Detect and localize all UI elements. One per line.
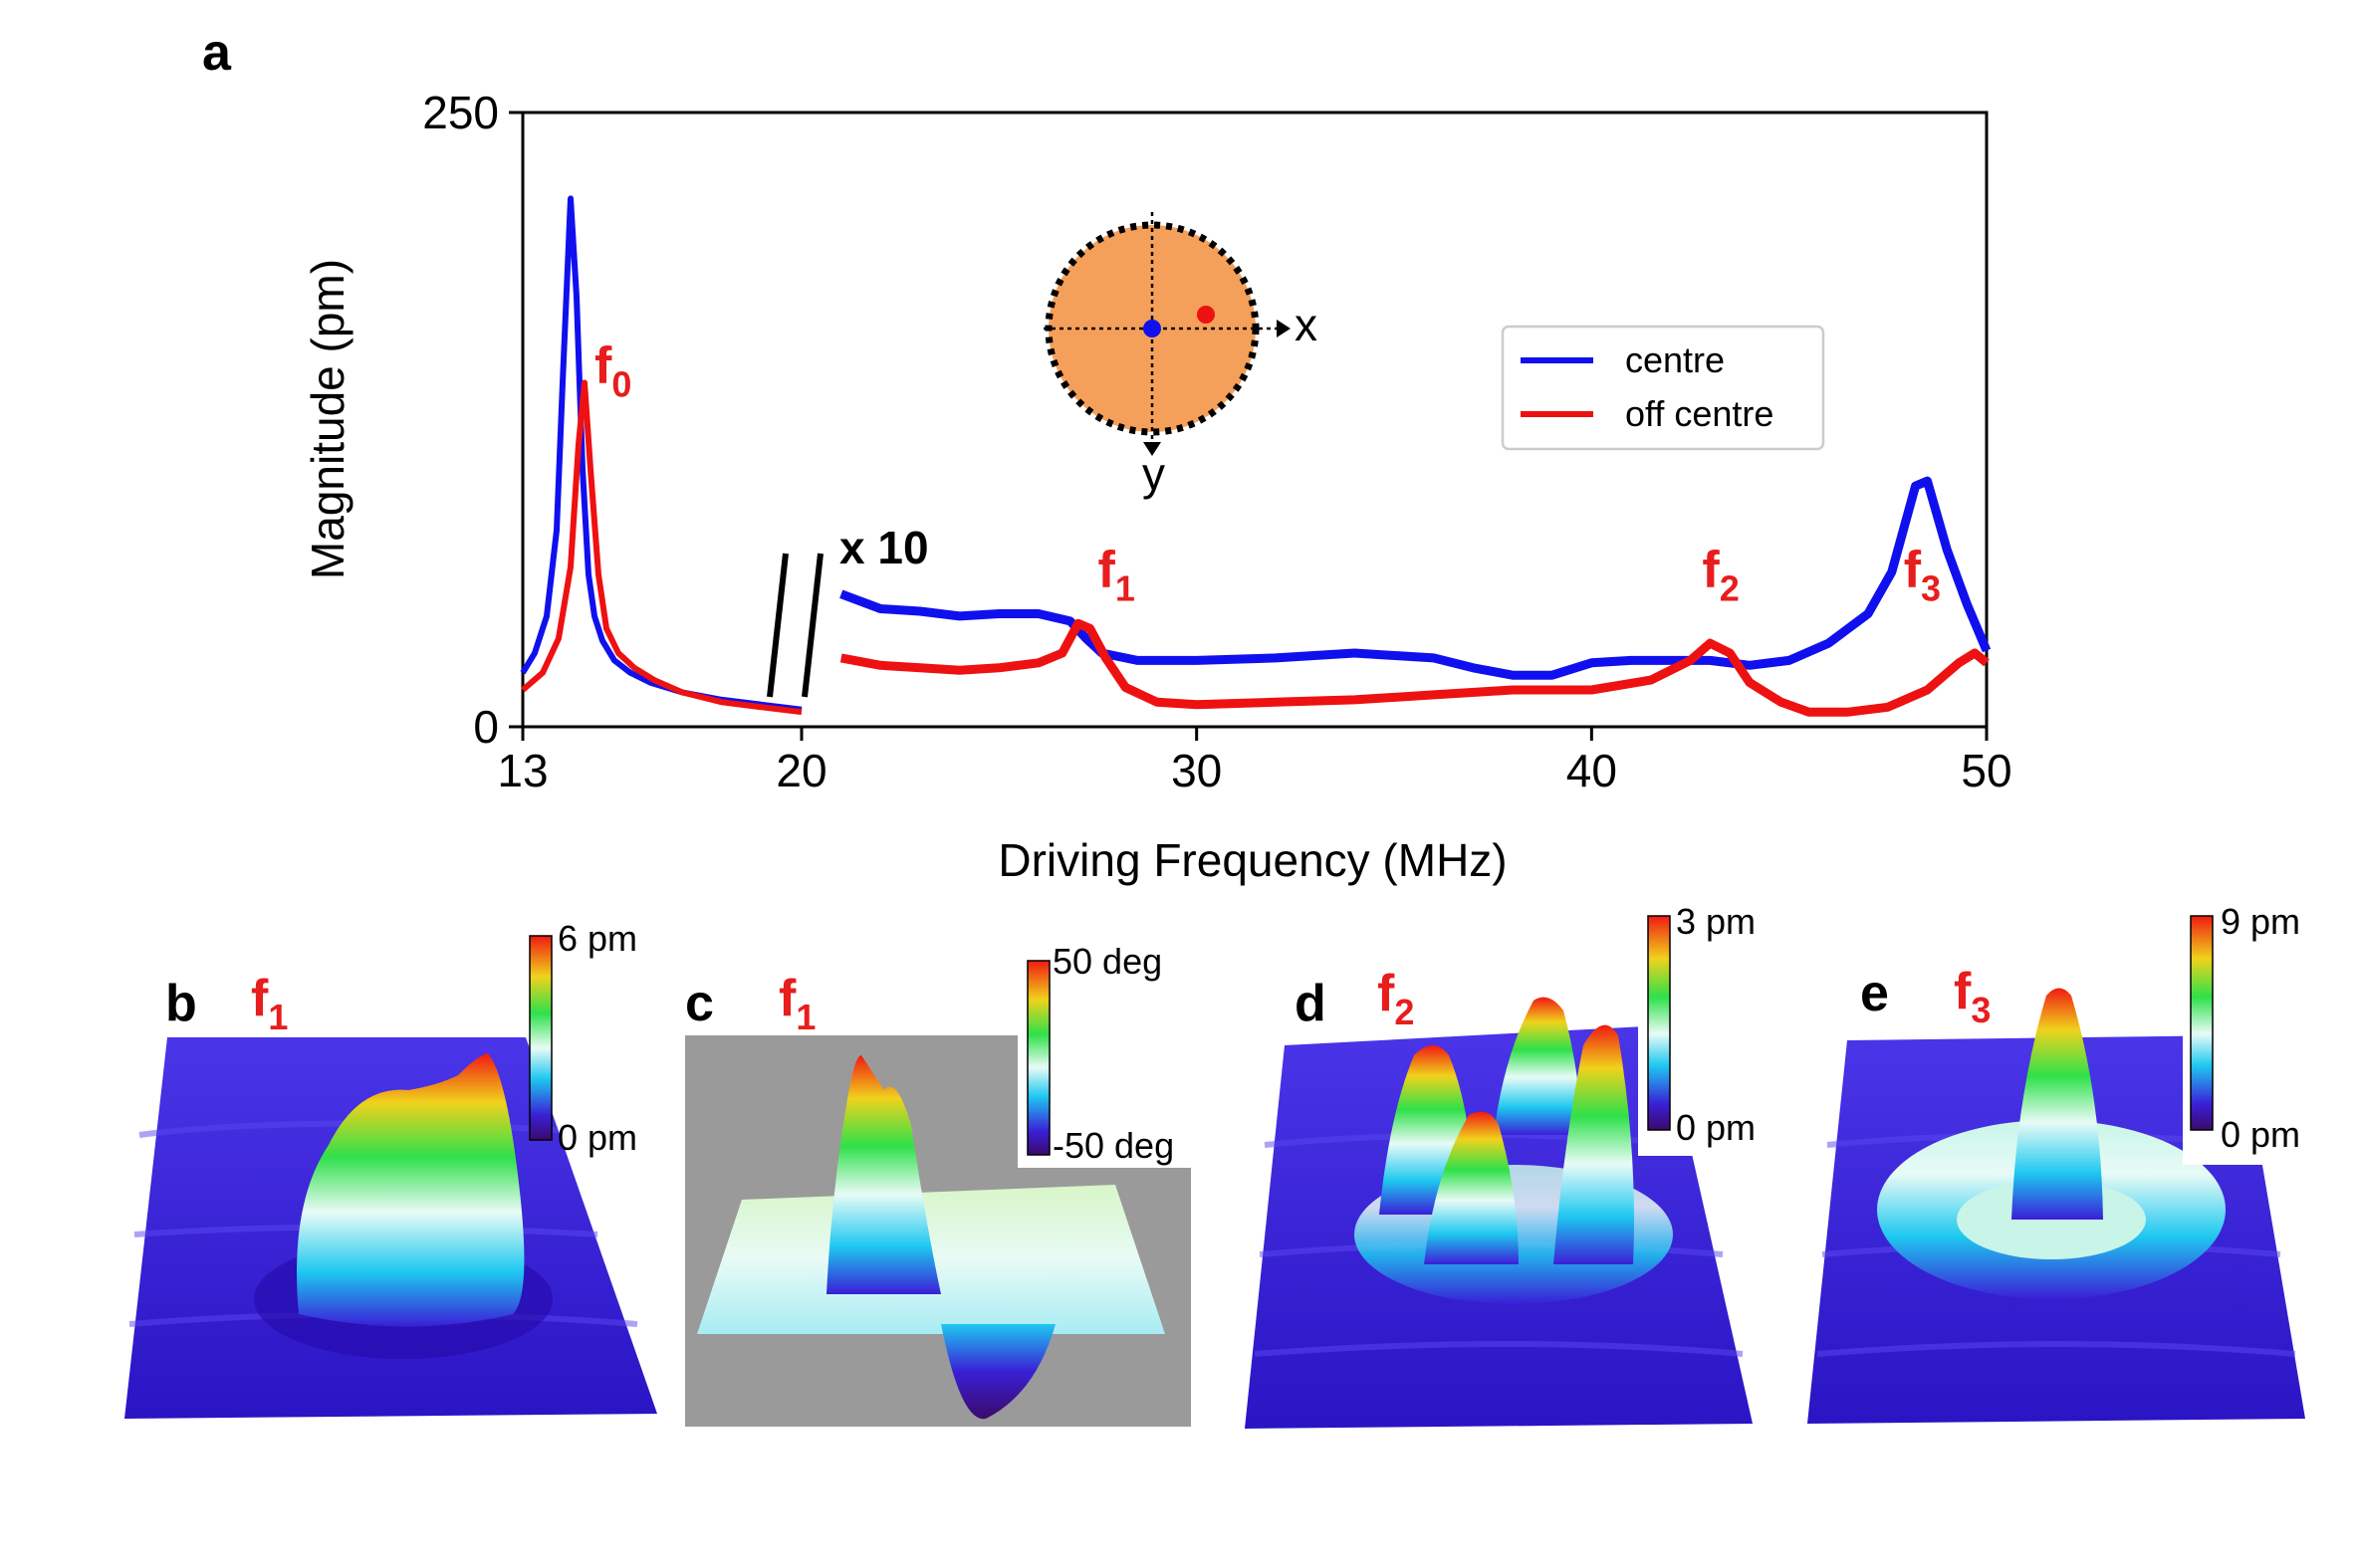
colorbar-b-min: 0 pm — [558, 1117, 637, 1158]
colorbar-e: 9 pm 0 pm — [2183, 901, 2332, 1165]
series-off-centre-high-range — [839, 618, 1990, 717]
panel-d-mode-label: f2 — [1377, 965, 1414, 1032]
x-tick-label-50: 50 — [1961, 745, 2011, 796]
colorbar-d-min: 0 pm — [1676, 1107, 1756, 1148]
surface-plot-c — [685, 1035, 1191, 1427]
inset-y-arrowhead — [1143, 442, 1161, 456]
surface-lobe-d-4 — [1553, 1024, 1634, 1264]
colorbar-c-min: -50 deg — [1053, 1125, 1174, 1166]
peak-annotations: f0 f1 f2 f3 — [594, 336, 1941, 608]
peak-label-f3: f3 — [1904, 541, 1941, 608]
x-tick-label-20: 20 — [776, 745, 826, 796]
colorbar-e-max: 9 pm — [2221, 901, 2300, 942]
panel-c-mode-label: f1 — [779, 970, 816, 1037]
colorbar-e-min: 0 pm — [2221, 1114, 2300, 1155]
surface-peak-b — [297, 1053, 525, 1327]
inset-x-label: x — [1295, 299, 1317, 350]
surface-peak-e — [2011, 988, 2103, 1220]
peak-label-f2: f2 — [1702, 541, 1739, 608]
phase-peak-c — [826, 1055, 941, 1294]
colorbar-d-max: 3 pm — [1676, 901, 1756, 942]
panel-e: e f3 9 pm 0 pm — [1807, 901, 2332, 1424]
panel-b-mode-label: f1 — [251, 970, 288, 1037]
axis-ticks — [509, 111, 1989, 741]
inset-y-label: y — [1142, 448, 1165, 500]
peak-label-f0: f0 — [594, 336, 631, 404]
colorbar-b-max: 6 pm — [558, 918, 637, 959]
x-tick-label-13: 13 — [497, 745, 548, 796]
axis-tick-labels: 13 20 30 40 50 0 250 — [422, 87, 2011, 796]
legend-label-centre: centre — [1625, 339, 1725, 380]
inset-x-arrowhead — [1277, 320, 1291, 337]
colorbar-c-max: 50 deg — [1053, 941, 1162, 982]
axis-break-mark-left — [767, 553, 789, 698]
colorbar-b: 6 pm 0 pm — [529, 918, 637, 1158]
panel-b: b f1 6 pm 0 pm — [124, 918, 657, 1419]
colorbar-e-strip — [2190, 915, 2214, 1131]
peak-label-f1: f1 — [1098, 541, 1135, 608]
panel-letter-e: e — [1860, 965, 1889, 1022]
y-axis-title: Magnitude (pm) — [302, 259, 354, 579]
legend-label-off-centre: off centre — [1625, 393, 1773, 434]
axis-break-mark-right — [802, 553, 824, 698]
x-axis-title: Driving Frequency (MHz) — [998, 834, 1507, 886]
legend-box — [1501, 325, 1825, 451]
y-tick-label-0: 0 — [473, 701, 499, 753]
panel-c: c f1 50 deg -50 deg — [685, 941, 1195, 1427]
series-centre-low-range — [520, 195, 803, 713]
off-centre-point-marker — [1197, 306, 1215, 324]
x-tick-label-30: 30 — [1171, 745, 1222, 796]
colorbar-d: 3 pm 0 pm — [1638, 901, 1787, 1156]
panel-letter-a: a — [202, 24, 232, 82]
phase-dip-c — [941, 1324, 1056, 1420]
drum-inset: x y — [1044, 212, 1317, 500]
panel-d: d f2 3 pm 0 pm — [1245, 901, 1787, 1429]
panel-e-mode-label: f3 — [1954, 963, 1991, 1030]
surface-plot-d — [1245, 997, 1753, 1429]
series-centre-high-range — [839, 476, 1992, 680]
x-tick-label-40: 40 — [1566, 745, 1617, 796]
y-tick-label-250: 250 — [422, 87, 499, 138]
surface-lobe-d-3 — [1424, 1111, 1519, 1264]
colorbar-d-strip — [1647, 915, 1671, 1131]
colorbar-c: 50 deg -50 deg — [1018, 941, 1195, 1168]
surface-plot-b — [124, 1037, 657, 1419]
colorbar-c-strip — [1027, 960, 1051, 1156]
legend: centre off centre — [1501, 325, 1825, 451]
magnification-label: x 10 — [839, 522, 929, 573]
panel-letter-c: c — [685, 975, 714, 1032]
panel-letter-b: b — [165, 975, 197, 1032]
centre-point-marker — [1143, 320, 1161, 337]
series-off-centre-low-range — [521, 379, 803, 716]
surface-plot-e — [1807, 988, 2305, 1424]
plot-area-frame — [521, 111, 1989, 729]
colorbar-b-strip — [529, 935, 553, 1141]
panel-a: a 13 20 30 40 50 0 250 Driving Frequency (MHz)… — [202, 24, 2012, 886]
panel-letter-d: d — [1295, 975, 1326, 1032]
surface-lobe-d-2 — [1494, 997, 1583, 1135]
series-layer — [520, 195, 1992, 717]
